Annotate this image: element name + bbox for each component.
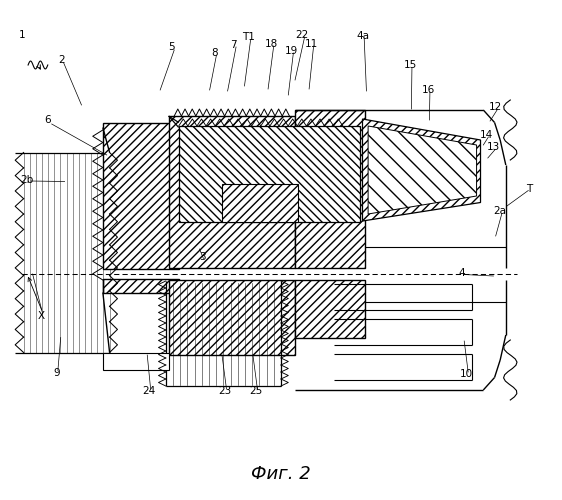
Text: 10: 10 bbox=[460, 369, 473, 379]
Polygon shape bbox=[295, 280, 365, 338]
Text: 22: 22 bbox=[296, 30, 309, 40]
Text: 6: 6 bbox=[44, 115, 51, 125]
Polygon shape bbox=[103, 352, 169, 370]
Text: T1: T1 bbox=[243, 32, 255, 42]
Text: Фиг. 2: Фиг. 2 bbox=[251, 465, 311, 483]
Text: 9: 9 bbox=[53, 368, 60, 378]
Text: 12: 12 bbox=[489, 102, 502, 113]
Text: 1: 1 bbox=[19, 30, 26, 40]
Text: 24: 24 bbox=[142, 386, 156, 396]
Polygon shape bbox=[295, 110, 365, 268]
Polygon shape bbox=[362, 119, 481, 221]
Text: 8: 8 bbox=[211, 48, 218, 58]
Text: 13: 13 bbox=[487, 142, 500, 152]
Polygon shape bbox=[24, 152, 110, 352]
Text: 11: 11 bbox=[305, 39, 319, 49]
Polygon shape bbox=[103, 122, 179, 269]
Text: X: X bbox=[38, 311, 45, 321]
Polygon shape bbox=[169, 116, 295, 268]
Text: 14: 14 bbox=[480, 130, 493, 140]
Text: 23: 23 bbox=[218, 386, 232, 396]
Text: 2a: 2a bbox=[493, 206, 507, 216]
Text: 2: 2 bbox=[58, 55, 65, 65]
Text: 4: 4 bbox=[459, 268, 465, 278]
Text: 18: 18 bbox=[265, 39, 278, 49]
Polygon shape bbox=[179, 126, 360, 222]
Text: 25: 25 bbox=[249, 386, 262, 396]
Polygon shape bbox=[368, 126, 477, 214]
Polygon shape bbox=[169, 280, 295, 355]
Polygon shape bbox=[103, 279, 179, 292]
Text: 19: 19 bbox=[284, 46, 298, 56]
Text: 7: 7 bbox=[230, 40, 237, 50]
Text: 2b: 2b bbox=[20, 175, 34, 185]
Text: 4a: 4a bbox=[356, 31, 369, 41]
Text: 5: 5 bbox=[168, 42, 175, 52]
Text: T: T bbox=[526, 184, 533, 194]
Text: 16: 16 bbox=[422, 85, 435, 95]
Text: 3: 3 bbox=[199, 252, 206, 262]
Polygon shape bbox=[222, 184, 298, 222]
Text: 15: 15 bbox=[404, 60, 417, 70]
